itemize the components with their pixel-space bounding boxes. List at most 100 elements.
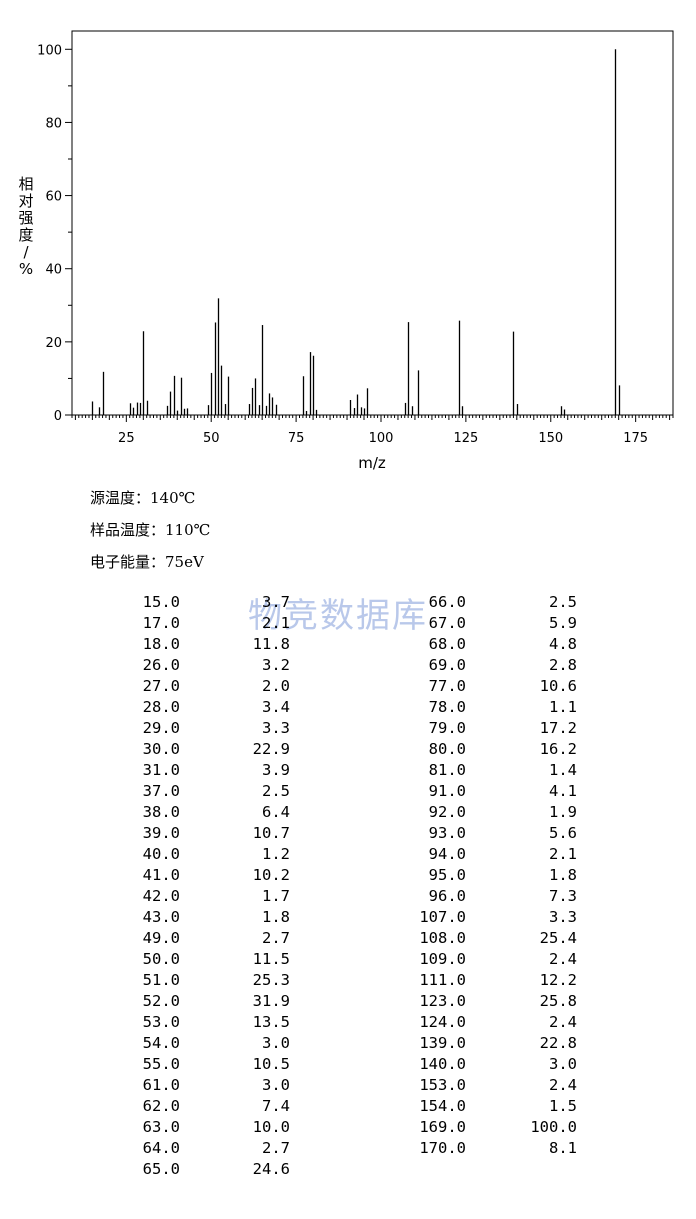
peak-intensity: 2.5 <box>549 593 577 611</box>
peak-mz: 28.0 <box>142 698 180 716</box>
peak-mz: 140.0 <box>419 1055 466 1073</box>
peak-mz: 55.0 <box>142 1055 180 1073</box>
peak-mz: 51.0 <box>142 971 180 989</box>
y-axis-title: 相对强度/% <box>18 175 33 278</box>
peak-intensity: 22.8 <box>539 1034 577 1052</box>
peak-mz: 92.0 <box>428 803 466 821</box>
peak-mz: 79.0 <box>428 719 466 737</box>
peak-mz: 37.0 <box>142 782 180 800</box>
x-tick-label: 125 <box>453 431 478 446</box>
peak-intensity: 10.6 <box>539 677 577 695</box>
peak-mz: 62.0 <box>142 1097 180 1115</box>
peak-mz: 49.0 <box>142 929 180 947</box>
peak-mz: 109.0 <box>419 950 466 968</box>
y-axis: 0 20 40 60 80 100 <box>37 43 72 424</box>
peak-mz: 38.0 <box>142 803 180 821</box>
peak-mz: 50.0 <box>142 950 180 968</box>
peak-intensity: 11.8 <box>252 635 290 653</box>
peak-mz: 43.0 <box>142 908 180 926</box>
peak-bars <box>91 49 621 415</box>
peak-mz: 81.0 <box>428 761 466 779</box>
peak-intensity: 5.6 <box>549 824 577 842</box>
peak-mz: 111.0 <box>419 971 466 989</box>
peak-intensity: 7.3 <box>549 887 577 905</box>
peak-intensity: 100.0 <box>530 1118 577 1136</box>
peak-mz: 66.0 <box>428 593 466 611</box>
peak-mz: 95.0 <box>428 866 466 884</box>
x-tick-label: 100 <box>369 431 394 446</box>
x-axis-title: m/z <box>358 454 386 472</box>
peak-intensity: 2.8 <box>549 656 577 674</box>
peak-intensity: 22.9 <box>252 740 290 758</box>
y-tick-label: 20 <box>45 336 62 351</box>
peak-intensity: 3.0 <box>262 1076 290 1094</box>
electron-energy: 电子能量：75eV <box>90 553 204 571</box>
peak-intensity: 1.8 <box>549 866 577 884</box>
peak-intensity: 6.4 <box>262 803 290 821</box>
peak-intensity: 11.5 <box>252 950 290 968</box>
x-tick-label: 175 <box>623 431 648 446</box>
peak-intensity: 3.2 <box>262 656 290 674</box>
peak-intensity: 1.1 <box>549 698 577 716</box>
watermark: 物竞数据库 <box>248 596 428 636</box>
peak-intensity: 1.8 <box>262 908 290 926</box>
peak-mz: 123.0 <box>419 992 466 1010</box>
peak-intensity: 17.2 <box>539 719 577 737</box>
peak-mz: 42.0 <box>142 887 180 905</box>
peak-intensity: 25.4 <box>539 929 577 947</box>
peak-intensity: 3.4 <box>262 698 290 716</box>
peak-intensity: 8.1 <box>549 1139 577 1157</box>
peak-intensity: 3.0 <box>262 1034 290 1052</box>
y-tick-label: 80 <box>45 116 62 131</box>
peak-intensity: 1.7 <box>262 887 290 905</box>
peak-mz: 169.0 <box>419 1118 466 1136</box>
peak-mz: 65.0 <box>142 1160 180 1178</box>
peak-mz: 41.0 <box>142 866 180 884</box>
peak-mz: 80.0 <box>428 740 466 758</box>
peak-mz: 31.0 <box>142 761 180 779</box>
peak-intensity: 2.4 <box>549 1076 577 1094</box>
peak-intensity: 10.7 <box>252 824 290 842</box>
peak-mz: 77.0 <box>428 677 466 695</box>
peak-intensity: 2.5 <box>262 782 290 800</box>
peak-intensity: 2.1 <box>549 845 577 863</box>
peak-mz: 40.0 <box>142 845 180 863</box>
peak-mz: 29.0 <box>142 719 180 737</box>
peak-mz: 153.0 <box>419 1076 466 1094</box>
peak-table: 15.0 3.7 17.0 2.1 18.0 11.8 26.0 3.2 27.0 2.0 28.0… <box>0 592 696 1192</box>
peak-intensity: 13.5 <box>252 1013 290 1031</box>
peak-mz: 93.0 <box>428 824 466 842</box>
peak-intensity: 1.5 <box>549 1097 577 1115</box>
peak-mz: 96.0 <box>428 887 466 905</box>
peak-mz: 63.0 <box>142 1118 180 1136</box>
source-temperature: 源温度：140℃ <box>90 489 196 507</box>
peak-mz: 17.0 <box>142 614 180 632</box>
peak-mz: 53.0 <box>142 1013 180 1031</box>
peak-intensity: 4.8 <box>549 635 577 653</box>
peak-intensity: 2.7 <box>262 929 290 947</box>
peak-mz: 39.0 <box>142 824 180 842</box>
y-tick-label: 0 <box>54 409 62 424</box>
y-tick-label: 100 <box>37 43 62 58</box>
peak-intensity: 24.6 <box>252 1160 290 1178</box>
peak-intensity: 1.4 <box>549 761 577 779</box>
peak-intensity: 7.4 <box>262 1097 290 1115</box>
x-tick-label: 150 <box>538 431 563 446</box>
peak-mz: 64.0 <box>142 1139 180 1157</box>
peak-mz: 27.0 <box>142 677 180 695</box>
peak-intensity: 2.7 <box>262 1139 290 1157</box>
peak-mz: 15.0 <box>142 593 180 611</box>
peak-mz: 18.0 <box>142 635 180 653</box>
peak-intensity: 2.4 <box>549 1013 577 1031</box>
peak-mz: 139.0 <box>419 1034 466 1052</box>
x-tick-label: 25 <box>118 431 135 446</box>
peak-mz: 107.0 <box>419 908 466 926</box>
peak-intensity: 2.4 <box>549 950 577 968</box>
peak-mz: 69.0 <box>428 656 466 674</box>
y-tick-label: 60 <box>45 190 62 205</box>
peak-intensity: 2.0 <box>262 677 290 695</box>
peak-intensity: 25.3 <box>252 971 290 989</box>
peak-mz: 94.0 <box>428 845 466 863</box>
y-tick-label: 40 <box>45 263 62 278</box>
peak-mz: 108.0 <box>419 929 466 947</box>
